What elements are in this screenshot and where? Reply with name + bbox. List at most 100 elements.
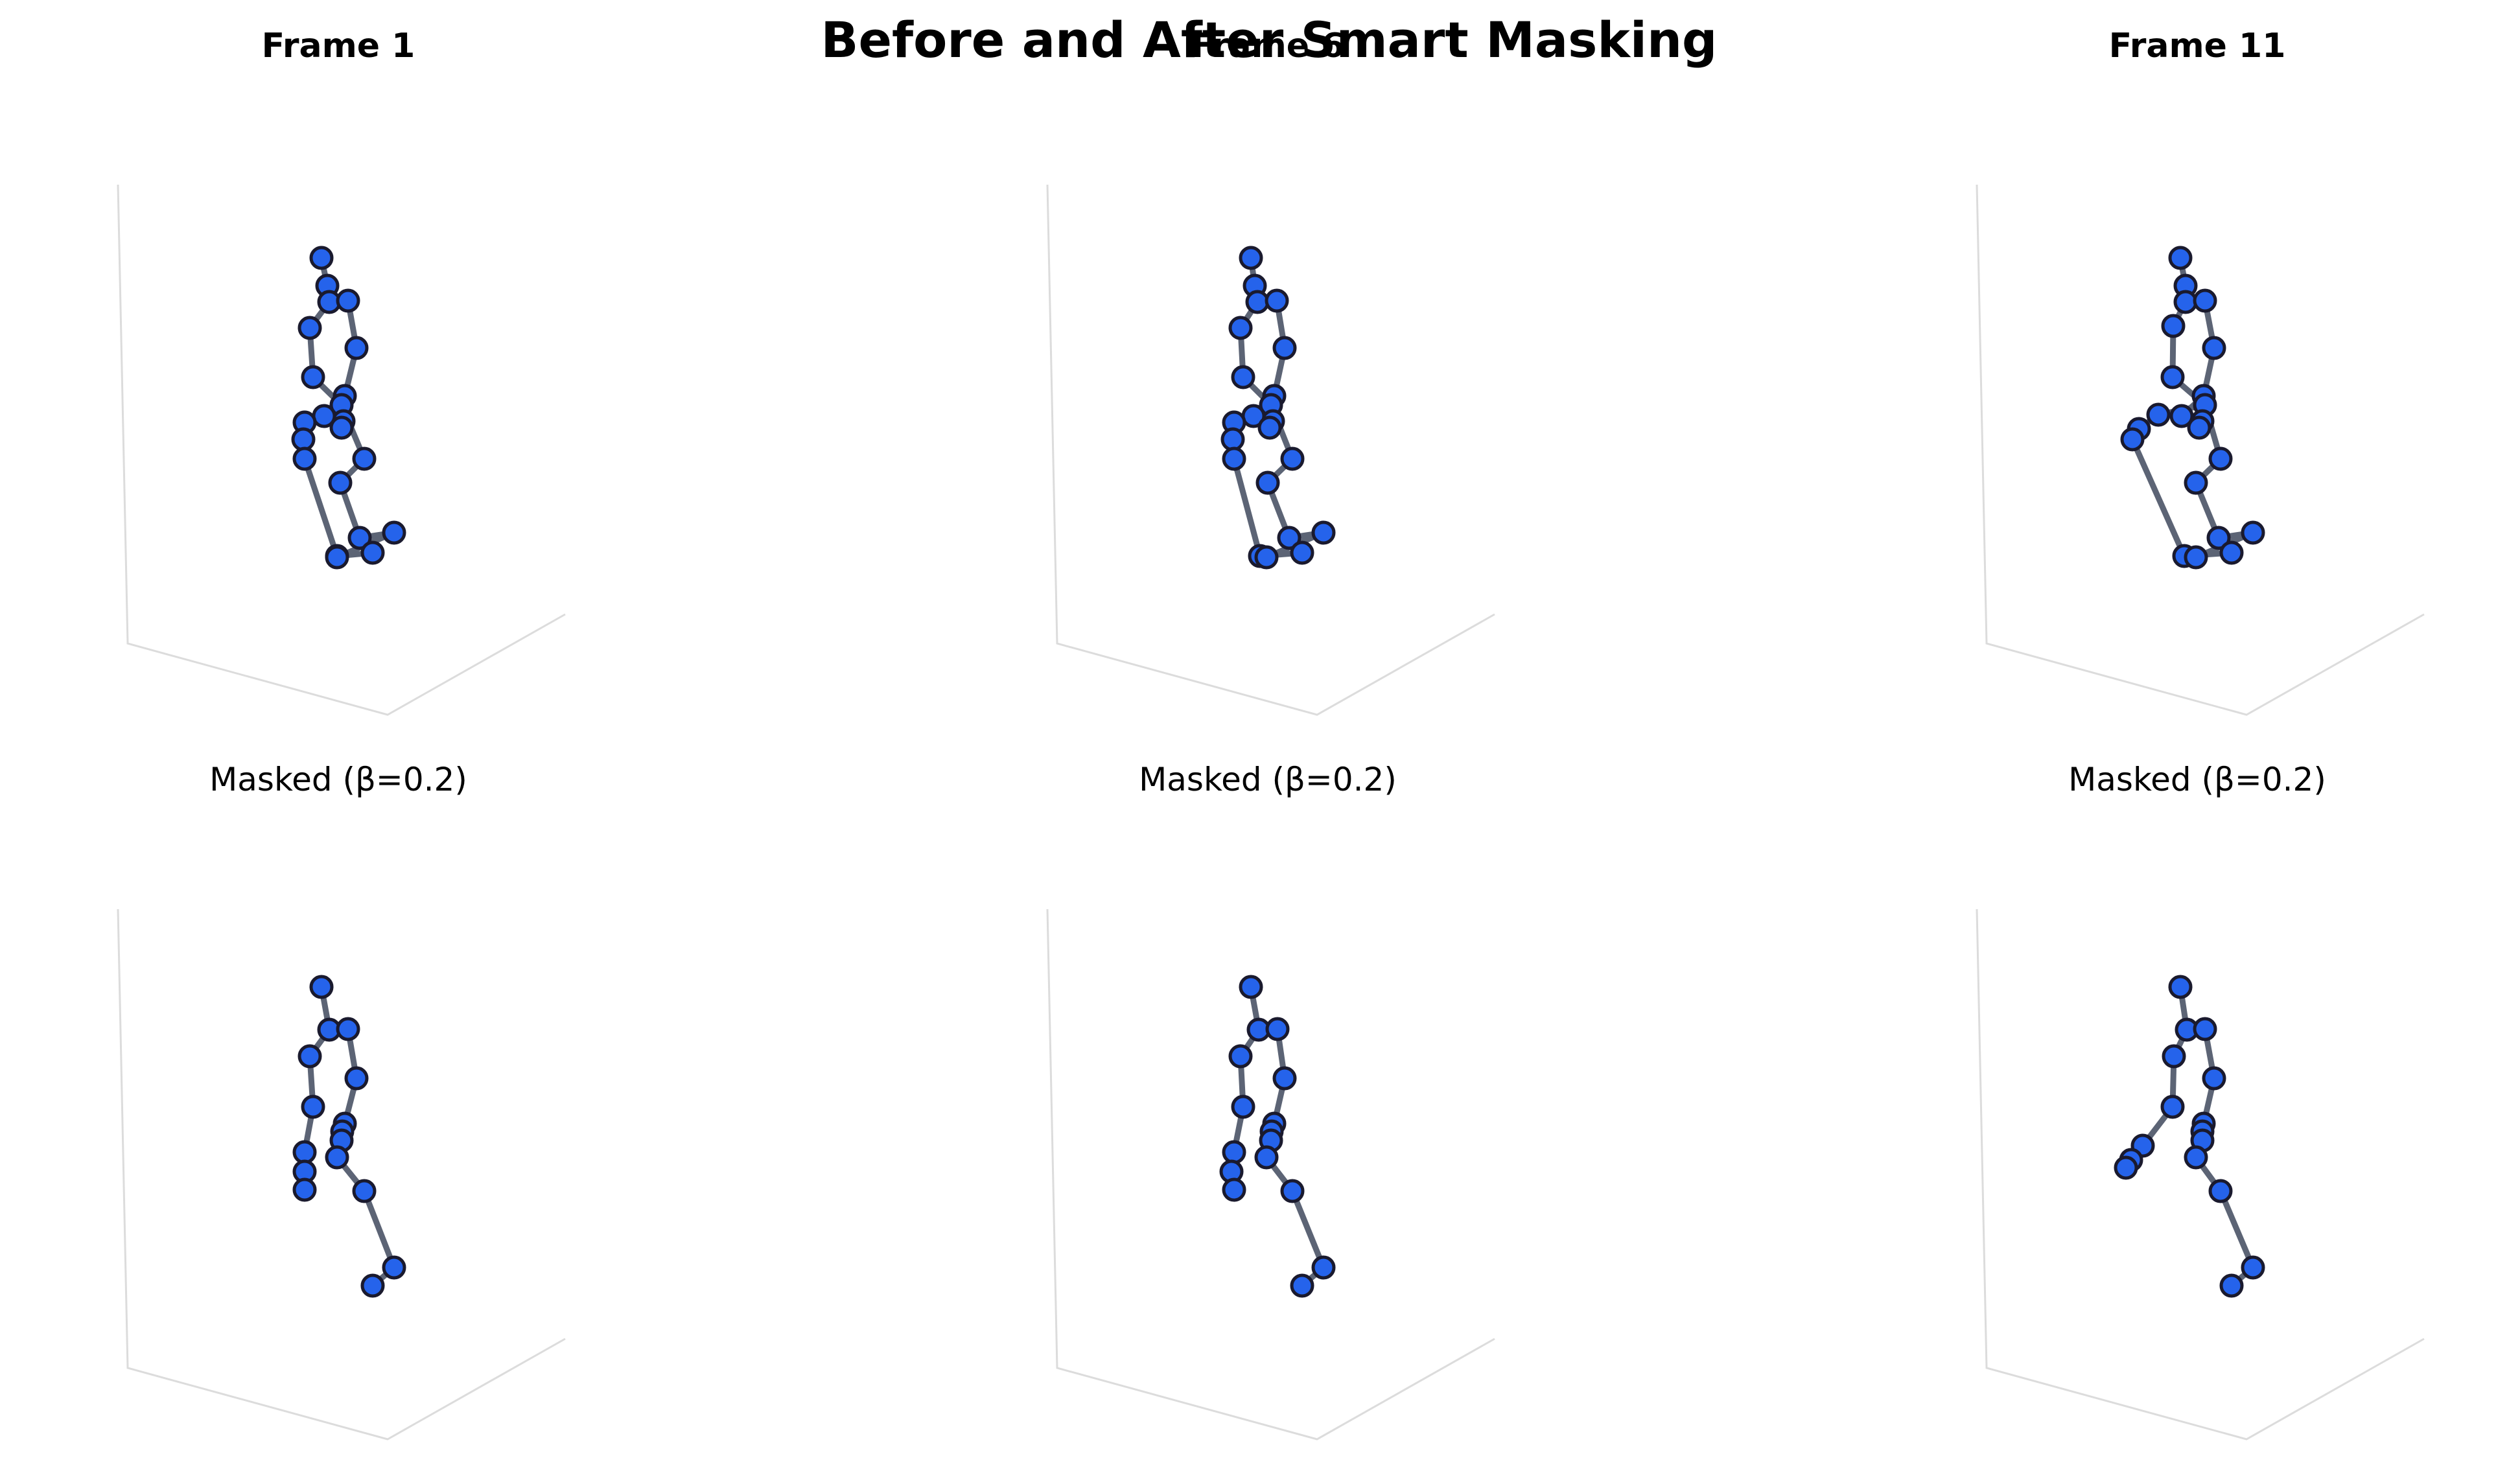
skeleton-joint — [1255, 470, 1280, 495]
skeleton-joint — [1290, 1273, 1314, 1298]
skeleton-joint — [2193, 288, 2217, 313]
column-title-frame-6: Frame 6 — [1191, 27, 1345, 65]
skeleton-bone — [2129, 436, 2188, 559]
skeleton-joint — [325, 1145, 349, 1170]
skeleton-joint — [2202, 336, 2226, 360]
3d-axis-pane-edges — [117, 184, 566, 716]
skeleton-joint — [2241, 520, 2265, 545]
panel-frame-11-original: Frame 11 — [1976, 27, 2425, 716]
figure-title: Before and After Smart Masking — [821, 11, 1718, 69]
skeleton-joint — [2184, 545, 2208, 570]
skeleton-bone — [301, 456, 340, 559]
masked-title-frame-6: Masked (β=0.2) — [1139, 761, 1397, 798]
skeleton-joint — [1280, 446, 1305, 471]
skeleton-joint — [2202, 1066, 2226, 1091]
skeleton-joint — [1222, 1140, 1246, 1164]
skeleton-joint — [291, 427, 316, 452]
skeleton-joint — [1265, 1017, 1290, 1041]
skeleton-joint — [360, 540, 385, 565]
skeleton-joint — [298, 1044, 322, 1069]
skeleton-frame-1 — [291, 246, 406, 570]
skeleton-joint — [2208, 1179, 2233, 1203]
masked-title-frame-1: Masked (β=0.2) — [209, 761, 467, 798]
skeleton-joint — [352, 1179, 377, 1203]
skeleton-joint — [1228, 316, 1253, 340]
skeleton-frame-1-masked — [292, 975, 406, 1298]
skeleton-frame-6-masked — [1219, 975, 1336, 1298]
panel-frame-1-masked: Masked (β=0.2) — [117, 761, 566, 1441]
skeleton-joint — [1222, 1177, 1246, 1202]
skeleton-joint — [328, 470, 353, 495]
skeleton-joint — [2160, 1095, 2185, 1119]
skeleton-frame-11-masked — [2114, 975, 2265, 1298]
skeleton-joint — [382, 520, 406, 545]
skeleton-joint — [1220, 427, 1245, 452]
skeleton-joint — [1231, 1095, 1255, 1119]
skeleton-joint — [329, 415, 354, 440]
3d-axis-pane-edges — [1046, 184, 1495, 716]
3d-axis-pane-edges — [1976, 909, 2425, 1441]
skeleton-joint — [2206, 526, 2231, 550]
skeleton-joint — [309, 246, 334, 270]
skeleton-joint — [301, 365, 325, 389]
skeleton-joint — [298, 316, 322, 340]
skeleton-frame-6 — [1220, 246, 1336, 570]
skeleton-joint — [382, 1255, 406, 1280]
skeleton-joint — [2208, 446, 2233, 471]
skeleton-joint — [309, 975, 334, 999]
skeleton-joint — [1277, 526, 1301, 550]
skeleton-joint — [1257, 415, 1282, 440]
skeleton-joint — [2168, 246, 2193, 270]
skeleton-joint — [325, 545, 349, 570]
skeleton-joint — [1272, 1066, 1297, 1091]
skeleton-joint — [1311, 520, 1336, 545]
skeleton-joint — [1272, 336, 1297, 360]
skeleton-joint — [336, 288, 360, 313]
3d-axis-pane-edges — [117, 909, 566, 1441]
skeleton-joint — [2219, 1273, 2244, 1298]
skeleton-joint — [352, 446, 377, 471]
panel-frame-1-original: Frame 1 — [117, 27, 566, 716]
skeleton-joint — [1311, 1255, 1336, 1280]
skeleton-joint — [347, 526, 372, 550]
skeleton-joint — [344, 1066, 369, 1091]
skeleton-joint — [2162, 1044, 2186, 1069]
skeleton-joint — [1265, 288, 1289, 313]
skeleton-joint — [2184, 1145, 2208, 1170]
column-title-frame-11: Frame 11 — [2109, 27, 2286, 65]
skeleton-joint — [2161, 314, 2186, 338]
panel-frame-6-original: Frame 6 — [1046, 27, 1495, 716]
panel-frame-11-masked: Masked (β=0.2) — [1976, 761, 2425, 1441]
skeleton-joint — [301, 1095, 325, 1119]
skeleton-joint — [292, 446, 317, 471]
skeleton-joint — [1231, 365, 1255, 389]
panel-frame-6-masked: Masked (β=0.2) — [1046, 761, 1495, 1441]
skeleton-joint — [2219, 540, 2244, 565]
skeleton-joint — [336, 1017, 360, 1041]
skeleton-joint — [1254, 1145, 1279, 1170]
skeleton-joint — [2173, 290, 2198, 314]
skeleton-joint — [1222, 446, 1246, 471]
skeleton-joint — [292, 1140, 317, 1164]
skeleton-joint — [2187, 415, 2211, 440]
3d-axis-pane-edges — [1976, 184, 2425, 716]
skeleton-joint — [2160, 365, 2185, 389]
skeleton-joint — [2169, 404, 2194, 428]
skeleton-joint — [2120, 427, 2145, 452]
skeleton-joint — [2146, 402, 2171, 427]
skeleton-joint — [1245, 290, 1270, 314]
masked-title-frame-11: Masked (β=0.2) — [2068, 761, 2326, 798]
skeleton-joint — [292, 1177, 317, 1202]
column-title-frame-1: Frame 1 — [262, 27, 415, 65]
skeleton-frame-11 — [2120, 246, 2265, 570]
skeleton-bone — [1231, 456, 1263, 559]
skeleton-joint — [1239, 246, 1263, 270]
skeleton-bone — [2217, 1188, 2256, 1271]
skeleton-joint — [2168, 975, 2193, 999]
skeleton-bone — [361, 1188, 397, 1271]
skeleton-joint — [1290, 540, 1314, 565]
skeleton-joint — [2241, 1255, 2265, 1280]
skeleton-joint — [1254, 545, 1279, 570]
skeleton-joint — [1239, 975, 1263, 999]
